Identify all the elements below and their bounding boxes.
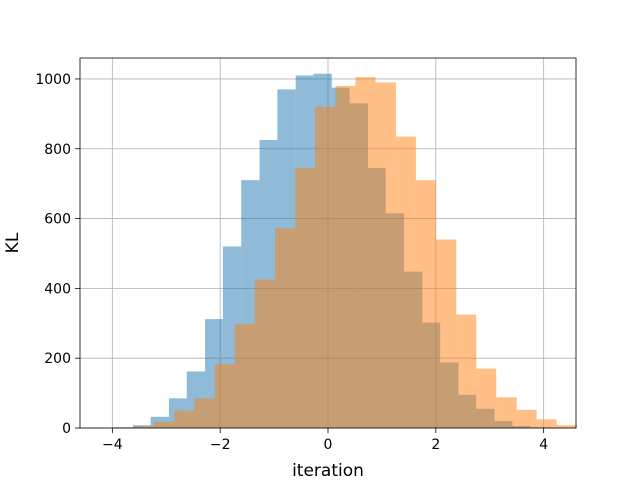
- histogram-bar: [154, 421, 175, 428]
- y-tick-label: 600: [44, 212, 71, 228]
- histogram-bar: [254, 279, 276, 428]
- histogram-bar: [435, 239, 457, 428]
- histogram-bar: [315, 106, 336, 429]
- x-tick-label: 2: [431, 437, 440, 453]
- axis-ticks: −4 −2 0 2 4 0 200 400 600 800 1000: [35, 72, 548, 453]
- histogram-bar: [133, 426, 155, 428]
- y-tick-label: 800: [44, 142, 71, 158]
- histogram-bar: [496, 397, 517, 428]
- y-tick-label: 1000: [35, 72, 71, 88]
- histogram-bar: [355, 77, 376, 428]
- x-axis-label: iteration: [292, 461, 364, 480]
- y-tick-label: 200: [44, 351, 71, 367]
- x-tick-label: −4: [102, 437, 123, 453]
- histogram-bar: [516, 409, 537, 428]
- y-tick-label: 400: [44, 281, 71, 297]
- histogram-bar: [194, 398, 215, 428]
- histogram-bar: [536, 419, 557, 428]
- histogram-bar: [556, 425, 578, 428]
- histogram-bar: [395, 136, 416, 429]
- histogram-bar: [295, 167, 316, 429]
- series-2-bars: [133, 77, 578, 429]
- histogram-bar: [456, 314, 477, 428]
- histogram-bar: [476, 368, 497, 428]
- histogram-bar: [415, 180, 436, 428]
- histogram-bar: [335, 85, 356, 428]
- histogram-bar: [214, 364, 235, 428]
- histogram-bar: [375, 82, 396, 428]
- y-tick-label: 0: [62, 421, 71, 437]
- x-tick-label: −2: [210, 437, 231, 453]
- histogram-bars: [113, 73, 578, 429]
- histogram-bar: [234, 323, 255, 428]
- y-axis-label: KL: [3, 232, 23, 253]
- histogram-bar: [275, 228, 296, 428]
- x-tick-label: 4: [539, 437, 548, 453]
- x-tick-label: 0: [324, 437, 333, 453]
- histogram-bar: [174, 410, 195, 428]
